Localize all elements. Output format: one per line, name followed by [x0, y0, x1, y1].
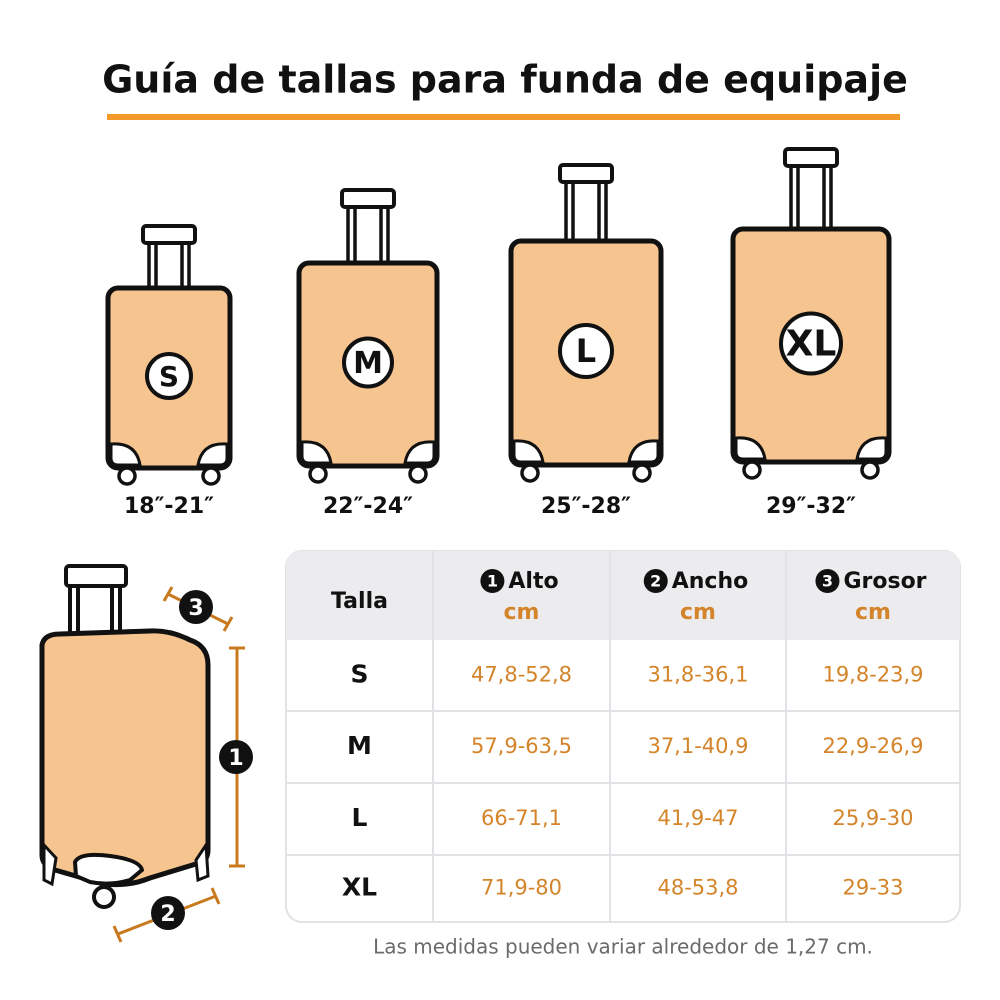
- pole: [379, 200, 390, 267]
- wheel-cover: [196, 442, 229, 467]
- header-unit: cm: [855, 600, 891, 625]
- handle: [141, 224, 197, 245]
- handle: [340, 188, 396, 209]
- table-cell: 41,9-47: [657, 806, 738, 830]
- pole: [346, 200, 357, 267]
- handle: [783, 147, 839, 168]
- size-label: XL: [786, 324, 837, 365]
- pole: [822, 159, 833, 233]
- handle: [64, 564, 128, 588]
- pole: [789, 159, 800, 233]
- wheel: [632, 463, 652, 483]
- pole: [147, 236, 158, 292]
- row-size: XL: [342, 873, 377, 902]
- wheel-cover: [855, 436, 888, 461]
- pole: [564, 175, 575, 245]
- title: Guía de tallas para funda de equipaje: [102, 58, 908, 102]
- size-badge: [342, 336, 394, 389]
- table-cell: 25,9-30: [832, 806, 913, 830]
- handle: [558, 163, 614, 184]
- table-cell: 71,9-80: [481, 876, 562, 900]
- table-cell: 19,8-23,9: [822, 663, 923, 687]
- wheel-cover: [512, 439, 545, 464]
- size-label: L: [576, 332, 596, 370]
- pole: [597, 175, 608, 245]
- row-size: M: [347, 731, 372, 760]
- header-name: Alto: [508, 569, 558, 594]
- table-cell: 57,9-63,5: [471, 734, 572, 758]
- wheel: [42, 841, 58, 887]
- table-header-bg: [286, 551, 960, 640]
- wheel: [742, 460, 762, 480]
- table-cell: 22,9-26,9: [822, 734, 923, 758]
- number-circle: [643, 569, 668, 593]
- size-label: S: [159, 360, 179, 393]
- suitcase-row: S 18″-21″ M 22″-24″ L 25″-28″ XL 29″-32″: [105, 147, 892, 519]
- wheel-cover: [403, 440, 436, 465]
- size-range: 18″-21″: [124, 494, 214, 519]
- header-name: Grosor: [843, 569, 926, 594]
- marker: 2: [160, 902, 175, 927]
- number-circle: [815, 569, 840, 593]
- note: Las medidas pueden variar alrededor de 1…: [373, 935, 873, 959]
- header-unit: cm: [504, 600, 540, 625]
- wheel-cover: [627, 439, 660, 464]
- header-number: 2: [650, 572, 661, 591]
- wheel: [194, 840, 210, 883]
- size-table: Talla Alto 1 cm Ancho 2 cm Grosor 3 cm S 47,8-52,8 3…: [285, 550, 961, 923]
- header-cell: Talla: [331, 589, 388, 614]
- measure-diagram: 1 2 3: [39, 564, 253, 943]
- size-badge: [558, 323, 614, 379]
- pole: [180, 236, 191, 292]
- row-size: S: [350, 660, 368, 689]
- table-cell: 29-33: [842, 876, 903, 900]
- number-circle: [480, 569, 505, 593]
- size-badge: [779, 311, 843, 376]
- size-badge: [145, 352, 193, 400]
- suitcase-body: [39, 628, 211, 888]
- header-number: 3: [822, 572, 833, 591]
- size-range: 29″-32″: [766, 494, 856, 519]
- marker-circle: [219, 740, 253, 774]
- size-range: 22″-24″: [323, 494, 413, 519]
- wheel: [308, 464, 328, 484]
- wheel: [92, 885, 116, 909]
- wheel: [117, 466, 137, 486]
- table-cell: 47,8-52,8: [471, 663, 572, 687]
- wheel-cover: [72, 852, 145, 886]
- wheel-cover: [300, 440, 333, 465]
- wheel: [860, 460, 880, 480]
- title-underline: [107, 114, 900, 120]
- table-cell: 37,1-40,9: [647, 734, 748, 758]
- marker-circle: [179, 590, 213, 624]
- marker: 1: [228, 746, 243, 771]
- marker-circle: [151, 896, 185, 930]
- size-range: 25″-28″: [541, 494, 631, 519]
- size-label: M: [353, 346, 383, 381]
- header-number: 1: [487, 572, 498, 591]
- table-cell: 31,8-36,1: [647, 663, 748, 687]
- table-cell: 66-71,1: [481, 806, 562, 830]
- marker: 3: [188, 596, 203, 621]
- header-name: Ancho: [672, 569, 749, 594]
- wheel: [201, 466, 221, 486]
- wheel-cover: [109, 442, 142, 467]
- wheel: [408, 464, 428, 484]
- row-size: L: [352, 803, 368, 832]
- wheel-cover: [734, 436, 767, 461]
- header-unit: cm: [680, 600, 716, 625]
- table-cell: 48-53,8: [657, 876, 738, 900]
- wheel: [520, 463, 540, 483]
